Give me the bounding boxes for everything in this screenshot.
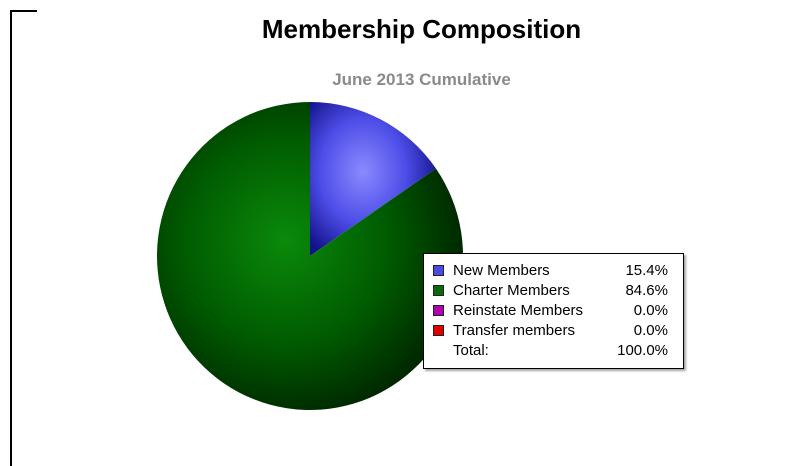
legend-label: Reinstate Members [453, 302, 584, 319]
legend-item-reinstate-members: Reinstate Members 0.0% [424, 302, 683, 322]
legend-swatch-green [433, 285, 444, 296]
legend-item-transfer-members: Transfer members 0.0% [424, 322, 683, 342]
legend-item-charter-members: Charter Members 84.6% [424, 282, 683, 302]
legend-swatch-purple [433, 305, 444, 316]
pie-slice-charter-members [156, 102, 463, 411]
legend-value: 15.4% [625, 262, 668, 279]
legend-label: New Members [453, 262, 550, 279]
legend-label: Charter Members [453, 282, 570, 299]
legend-item-total: Total: 100.0% [424, 342, 683, 362]
pie-slice-new-members [310, 102, 437, 256]
frame-border-top [10, 10, 37, 12]
legend-value: 84.6% [625, 282, 668, 299]
legend-item-new-members: New Members 15.4% [424, 262, 683, 282]
chart-legend: New Members 15.4% Charter Members 84.6% … [423, 253, 684, 369]
legend-swatch-red [433, 325, 444, 336]
legend-swatch-blue [433, 265, 444, 276]
chart-subtitle: June 2013 Cumulative [332, 70, 511, 89]
legend-label: Transfer members [453, 322, 575, 339]
frame-border-left [10, 10, 12, 466]
legend-value: 0.0% [633, 302, 668, 319]
legend-total-value: 100.0% [617, 342, 668, 359]
legend-total-label: Total: [453, 342, 489, 359]
legend-value: 0.0% [633, 322, 668, 339]
chart-title: Membership Composition [261, 14, 582, 44]
